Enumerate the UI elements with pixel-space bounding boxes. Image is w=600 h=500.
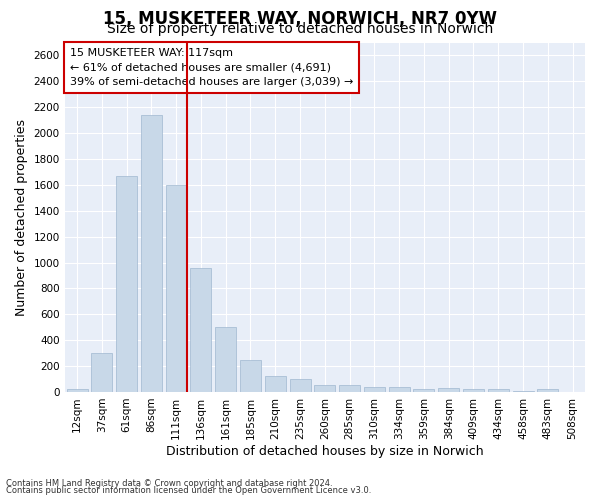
Bar — [265, 376, 286, 392]
Bar — [538, 388, 559, 392]
Text: 15 MUSKETEER WAY: 117sqm
← 61% of detached houses are smaller (4,691)
39% of sem: 15 MUSKETEER WAY: 117sqm ← 61% of detach… — [70, 48, 353, 88]
Bar — [215, 327, 236, 392]
Bar — [91, 353, 112, 392]
Bar — [389, 388, 410, 392]
Bar — [166, 185, 187, 392]
Bar — [314, 386, 335, 392]
Bar — [339, 386, 360, 392]
Bar — [463, 390, 484, 392]
Bar — [413, 390, 434, 392]
Text: Size of property relative to detached houses in Norwich: Size of property relative to detached ho… — [107, 22, 493, 36]
Bar — [141, 115, 162, 392]
Bar — [290, 379, 311, 392]
Bar — [190, 268, 211, 392]
Text: 15, MUSKETEER WAY, NORWICH, NR7 0YW: 15, MUSKETEER WAY, NORWICH, NR7 0YW — [103, 10, 497, 28]
X-axis label: Distribution of detached houses by size in Norwich: Distribution of detached houses by size … — [166, 444, 484, 458]
Bar — [488, 390, 509, 392]
Text: Contains HM Land Registry data © Crown copyright and database right 2024.: Contains HM Land Registry data © Crown c… — [6, 478, 332, 488]
Text: Contains public sector information licensed under the Open Government Licence v3: Contains public sector information licen… — [6, 486, 371, 495]
Bar — [364, 388, 385, 392]
Bar — [116, 176, 137, 392]
Y-axis label: Number of detached properties: Number of detached properties — [15, 118, 28, 316]
Bar — [240, 360, 261, 392]
Bar — [67, 388, 88, 392]
Bar — [438, 388, 459, 392]
